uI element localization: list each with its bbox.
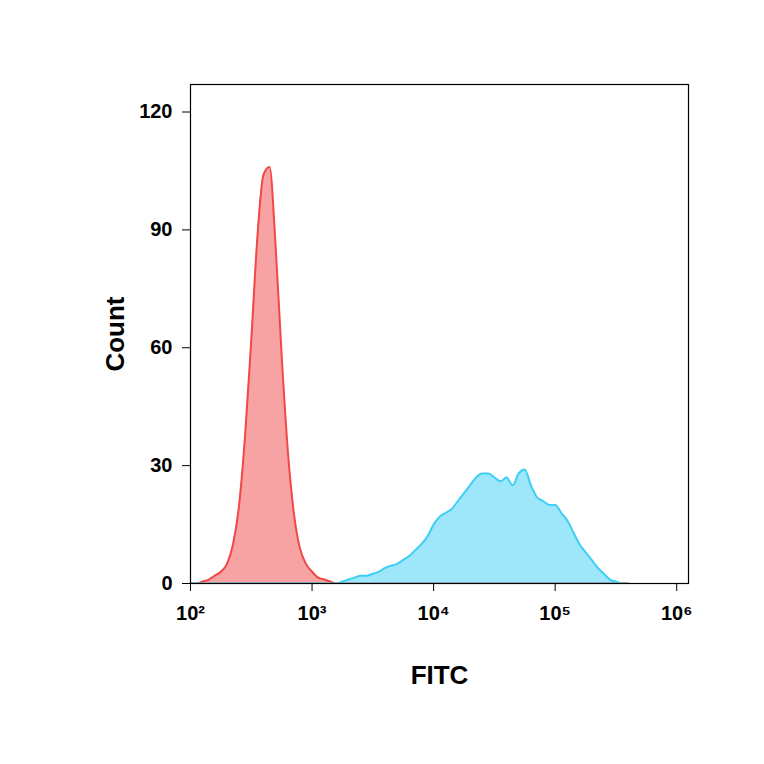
svg-text:90: 90 [150, 218, 172, 240]
svg-text:0: 0 [161, 572, 172, 594]
svg-text:10⁴: 10⁴ [418, 602, 450, 624]
svg-text:10²: 10² [176, 602, 205, 624]
svg-text:60: 60 [150, 336, 172, 358]
svg-text:120: 120 [139, 100, 172, 122]
svg-text:10³: 10³ [298, 602, 327, 624]
svg-text:30: 30 [150, 454, 172, 476]
svg-text:Count: Count [100, 296, 130, 371]
svg-text:10⁵: 10⁵ [539, 602, 571, 624]
svg-text:10⁶: 10⁶ [661, 602, 692, 624]
svg-text:FITC: FITC [411, 660, 469, 690]
